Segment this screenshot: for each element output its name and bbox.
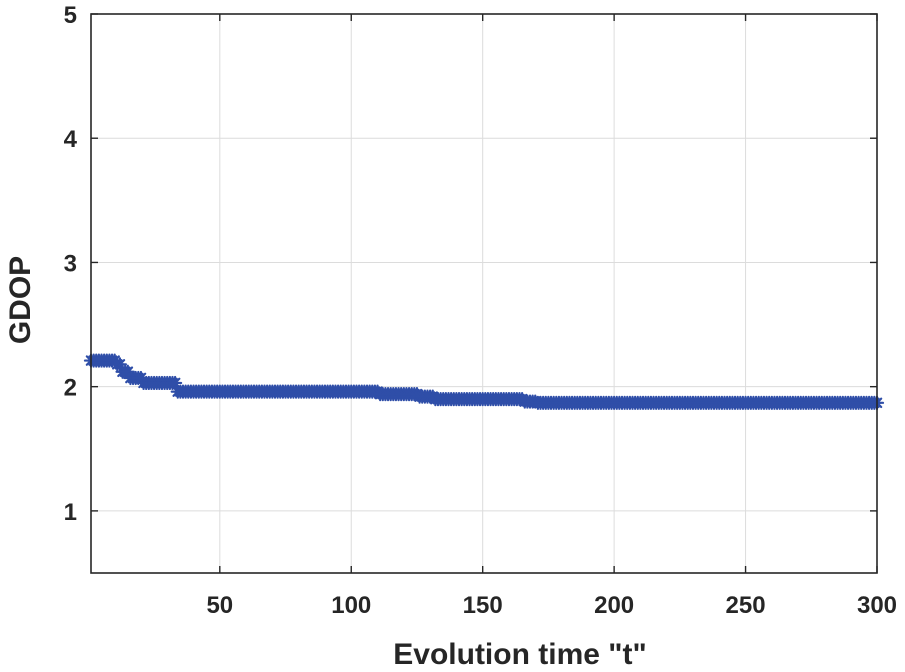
x-tick-label: 100 <box>331 592 371 619</box>
x-axis-label: Evolution time "t" <box>393 638 646 671</box>
y-tick-label: 4 <box>64 126 78 153</box>
grid-lines <box>91 13 878 573</box>
x-tick-label: 200 <box>594 592 634 619</box>
x-tick-label: 50 <box>206 592 233 619</box>
y-tick-label: 3 <box>64 250 77 277</box>
x-tick-label: 150 <box>463 592 503 619</box>
x-tick-label: 300 <box>857 592 897 619</box>
y-tick-label: 1 <box>64 499 77 526</box>
y-tick-labels: 1 2 3 4 5 <box>64 2 78 526</box>
y-tick-label: 2 <box>64 375 77 402</box>
plot-frame <box>90 13 878 574</box>
x-tick-labels: 50 100 150 200 250 300 <box>206 592 897 619</box>
data-series <box>83 353 885 410</box>
x-tick-label: 250 <box>726 592 766 619</box>
y-axis-label: GDOP <box>4 256 37 344</box>
y-tick-label: 5 <box>64 2 77 29</box>
